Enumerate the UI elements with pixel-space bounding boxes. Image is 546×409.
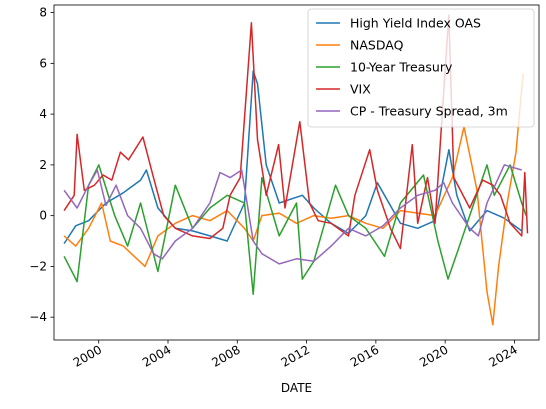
x-tick-label: 2004 [140, 342, 173, 369]
series-line-4 [64, 165, 522, 264]
x-tick-label: 2012 [279, 342, 312, 369]
x-axis-title: DATE [281, 381, 312, 395]
y-tick-label: 4 [39, 107, 47, 121]
y-tick-label: −2 [29, 259, 47, 273]
x-tick-label: 2020 [417, 342, 450, 369]
y-tick-label: 0 [39, 209, 47, 223]
legend-label: 10-Year Treasury [350, 60, 453, 75]
x-tick-label: 2008 [209, 342, 242, 369]
legend-label: High Yield Index OAS [350, 16, 481, 31]
y-tick-label: −4 [29, 310, 47, 324]
legend-label: NASDAQ [350, 38, 404, 53]
x-axis: 2000 2004 2008 2012 2016 2020 2024 [71, 340, 520, 370]
x-tick-label: 2024 [486, 342, 519, 369]
legend: High Yield Index OAS NASDAQ 10-Year Treasu… [308, 9, 534, 127]
y-axis: −4 −2 0 2 4 6 8 [29, 6, 54, 325]
y-tick-label: 2 [39, 158, 47, 172]
legend-label: CP - Treasury Spread, 3m [350, 104, 508, 119]
legend-label: VIX [350, 82, 371, 97]
y-tick-label: 6 [39, 56, 47, 70]
x-tick-label: 2016 [348, 342, 381, 369]
y-tick-label: 8 [39, 6, 47, 20]
x-tick-label: 2000 [71, 342, 104, 369]
